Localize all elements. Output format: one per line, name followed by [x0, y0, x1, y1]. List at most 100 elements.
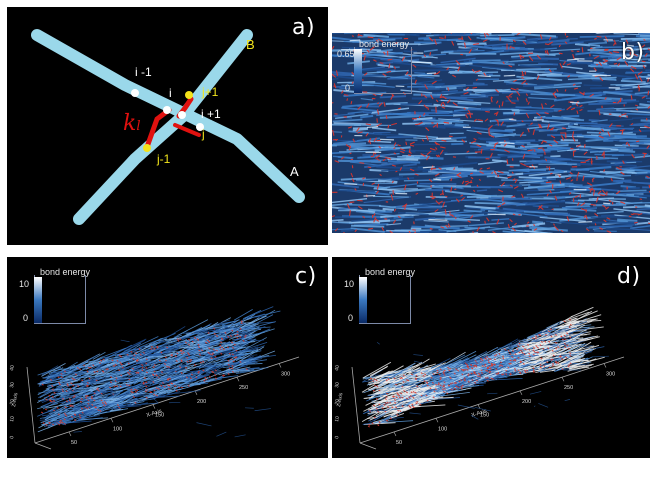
bond-segment	[399, 148, 406, 152]
bond-3d-segment	[77, 385, 80, 388]
fiber-3d-segment	[545, 365, 562, 370]
bond-segment	[350, 172, 354, 178]
bond-3d-segment	[447, 366, 450, 369]
bond-3d-segment	[227, 372, 230, 375]
bond-3d-segment	[551, 364, 554, 367]
bond-segment	[375, 39, 379, 43]
fiber-3d-segment	[52, 397, 69, 404]
bond-segment	[637, 71, 643, 76]
fiber-3d-segment	[569, 366, 589, 371]
bond-3d-segment	[396, 413, 399, 416]
fiber-3d-segment	[61, 419, 74, 423]
bond-segment	[377, 38, 384, 43]
bond-3d-segment	[115, 385, 119, 388]
bond-segment	[639, 76, 643, 82]
bond-3d-segment	[63, 412, 66, 415]
bond-3d-segment	[466, 368, 469, 371]
fiber-3d-segment	[567, 358, 597, 369]
bond-3d-segment	[536, 346, 540, 349]
bond-3d-segment	[385, 419, 389, 422]
label-fiber-b: B	[246, 37, 255, 52]
bond-segment	[472, 231, 474, 233]
bond-segment	[387, 58, 393, 61]
bond-3d-segment	[523, 353, 526, 356]
bond-3d-segment	[88, 406, 91, 409]
bond-segment	[586, 182, 593, 186]
fiber-segment	[420, 152, 448, 155]
fiber-3d-segment	[130, 348, 156, 359]
bond-3d-segment	[66, 383, 69, 386]
x-axis-tick-label: 100	[438, 426, 447, 432]
fiber-3d-segment	[209, 375, 239, 380]
fiber-segment	[631, 146, 650, 149]
bond-3d-segment	[557, 346, 560, 348]
fiber-segment	[519, 180, 545, 184]
fiber-crossing-diagram	[31, 29, 305, 225]
fiber-segment	[620, 37, 650, 40]
fiber-3d-segment	[212, 327, 235, 332]
bond-segment	[509, 45, 512, 49]
panel-a-letter: a)	[292, 15, 316, 40]
fiber-segment	[455, 40, 487, 46]
fiber-3d-segment	[88, 373, 106, 379]
bond-3d-segment	[180, 386, 184, 389]
node-i	[163, 106, 171, 114]
fiber-3d-segment	[372, 396, 400, 409]
bond-3d-segment	[188, 338, 191, 341]
bond-segment	[647, 48, 650, 51]
bond-3d-segment	[110, 375, 113, 378]
stray-fiber	[146, 375, 165, 378]
bond-3d-segment	[446, 392, 449, 395]
bond-3d-segment	[463, 378, 466, 381]
fiber-3d-segment	[197, 366, 219, 376]
bond-segment	[385, 115, 388, 120]
bond-segment	[391, 122, 398, 126]
fiber-3d-segment	[411, 367, 425, 373]
bond-segment	[470, 140, 477, 144]
bond-3d-segment	[177, 339, 180, 342]
fiber-3d-segment	[221, 319, 240, 326]
fiber-segment	[355, 210, 405, 218]
fiber-3d-segment	[210, 364, 226, 370]
fiber-3d-segment	[163, 387, 185, 394]
bond-segment	[544, 102, 548, 106]
fiber-3d-segment	[384, 385, 403, 388]
high-energy-fiber	[578, 221, 593, 223]
fiber-3d-segment	[564, 336, 581, 345]
bond-segment	[525, 98, 528, 103]
bond-segment	[647, 105, 650, 109]
bond-3d-segment	[455, 385, 458, 388]
fiber-3d-segment	[508, 354, 540, 358]
fiber-3d-segment	[103, 390, 124, 401]
bond-segment	[525, 82, 528, 85]
bond-segment	[461, 36, 464, 41]
x-axis-tick	[393, 431, 397, 437]
high-energy-fiber	[428, 218, 448, 221]
bond-3d-segment	[100, 392, 103, 395]
bond-segment	[643, 38, 646, 42]
bond-3d-segment	[533, 350, 536, 353]
bond-3d-segment	[42, 422, 45, 425]
bond-3d-segment	[206, 339, 209, 342]
bond-segment	[433, 72, 439, 75]
bond-3d-segment	[532, 369, 535, 372]
fiber-3d-segment	[238, 350, 258, 354]
fiber-3d-segment	[39, 418, 65, 421]
bond-segment	[627, 48, 633, 52]
fiber-3d-segment	[245, 354, 277, 361]
bond-3d-segment	[509, 352, 512, 355]
bond-3d-segment	[87, 402, 90, 405]
fiber-segment	[615, 201, 650, 205]
bond-3d-segment	[475, 364, 478, 367]
bond-segment	[579, 108, 583, 112]
fiber-segment	[380, 213, 419, 219]
fiber-3d-segment	[172, 336, 187, 342]
bond-segment	[513, 79, 517, 83]
bond-3d-segment	[118, 354, 121, 357]
bond-segment	[383, 101, 386, 107]
fiber-segment	[404, 230, 443, 233]
fiber-segment	[593, 203, 627, 207]
fiber-3d-segment	[389, 384, 416, 391]
fiber-segment	[379, 95, 407, 99]
bond-segment	[333, 83, 337, 89]
